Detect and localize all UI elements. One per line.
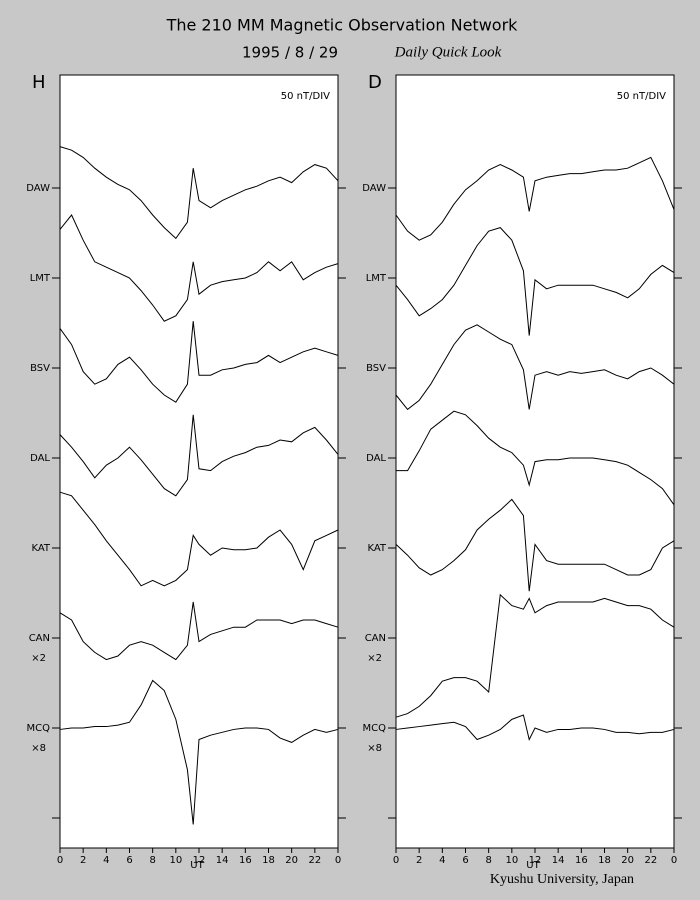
trace	[59, 321, 339, 403]
x-tick-label: 10	[169, 855, 182, 866]
x-tick-label: 16	[239, 855, 252, 866]
station-label: CAN	[365, 633, 386, 644]
station-label: CAN	[29, 633, 50, 644]
trace	[395, 324, 675, 411]
trace	[59, 414, 339, 497]
date: 1995 / 8 / 29	[242, 44, 338, 62]
x-tick-label: 16	[575, 855, 588, 866]
x-tick-label: 10	[505, 855, 518, 866]
trace	[395, 714, 675, 741]
x-axis-label: UT	[526, 860, 540, 871]
trace	[59, 491, 339, 587]
trace	[396, 410, 675, 506]
station-label: KAT	[31, 543, 50, 554]
x-tick-label: 4	[103, 855, 109, 866]
x-tick-label: 18	[598, 855, 611, 866]
x-tick-label: 12	[529, 855, 542, 866]
trace	[59, 601, 339, 661]
panel-label: D	[368, 72, 382, 93]
station-label: DAW	[362, 183, 386, 194]
x-tick-label: 12	[193, 855, 206, 866]
x-tick-label: 14	[216, 855, 229, 866]
x-tick-label: 0	[393, 855, 399, 866]
station-scale: ×2	[31, 653, 46, 664]
station-scale: ×2	[367, 653, 382, 664]
x-tick-label: 6	[462, 855, 468, 866]
x-tick-label: 0	[335, 855, 341, 866]
station-label: LMT	[30, 273, 51, 284]
x-tick-label: 14	[552, 855, 565, 866]
x-tick-label: 2	[416, 855, 422, 866]
trace	[395, 156, 675, 241]
title: The 210 MM Magnetic Observation Network	[166, 16, 519, 35]
x-tick-label: 0	[671, 855, 677, 866]
subtitle: Daily Quick Look	[394, 44, 502, 60]
trace	[395, 227, 675, 336]
x-tick-label: 6	[126, 855, 132, 866]
station-label: DAL	[30, 453, 50, 464]
x-tick-label: 22	[308, 855, 321, 866]
footer: Kyushu University, Japan	[490, 872, 634, 887]
station-label: MCQ	[27, 723, 51, 734]
x-tick-label: 20	[285, 855, 298, 866]
station-label: LMT	[366, 273, 387, 284]
x-tick-label: 2	[80, 855, 86, 866]
trace	[59, 214, 339, 322]
station-label: MCQ	[363, 723, 387, 734]
station-scale: ×8	[31, 743, 46, 754]
station-label: DAW	[26, 183, 50, 194]
trace	[395, 593, 675, 718]
x-tick-label: 8	[485, 855, 491, 866]
station-label: DAL	[366, 453, 386, 464]
x-tick-label: 4	[439, 855, 445, 866]
x-tick-label: 20	[621, 855, 634, 866]
station-label: BSV	[366, 363, 386, 374]
x-tick-label: 22	[644, 855, 657, 866]
scale-note: 50 nT/DIV	[617, 91, 666, 102]
scale-note: 50 nT/DIV	[281, 91, 330, 102]
trace	[395, 498, 675, 592]
x-axis-label: UT	[190, 860, 204, 871]
station-scale: ×8	[367, 743, 382, 754]
station-label: BSV	[30, 363, 50, 374]
station-label: KAT	[367, 543, 386, 554]
trace	[59, 146, 339, 240]
x-tick-label: 8	[149, 855, 155, 866]
panel-frame	[59, 74, 339, 849]
panel-label: H	[32, 72, 46, 93]
x-tick-label: 0	[57, 855, 63, 866]
trace	[59, 679, 339, 825]
x-tick-label: 18	[262, 855, 275, 866]
